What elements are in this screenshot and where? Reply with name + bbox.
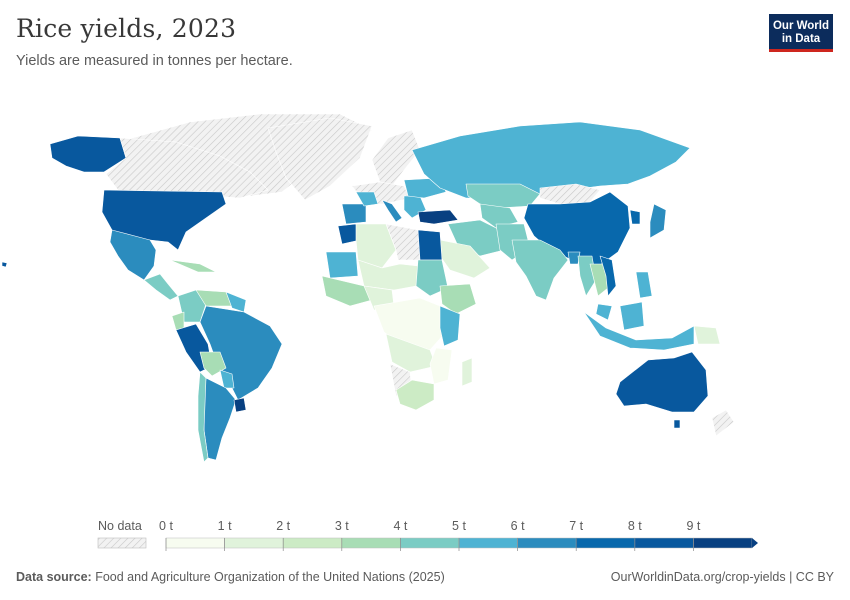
legend-bins	[165, 537, 758, 549]
legend-tick-label: 3 t	[335, 519, 349, 533]
chart-title: Rice yields, 2023	[16, 14, 237, 43]
world-map[interactable]	[0, 100, 850, 480]
region-ethiopia[interactable]	[439, 283, 477, 315]
region-mozambique[interactable]	[429, 347, 453, 385]
region-paraguay[interactable]	[219, 369, 235, 389]
region-kenya-tanzania[interactable]	[439, 305, 461, 347]
region-iberia[interactable]	[341, 203, 367, 225]
region-philippines[interactable]	[635, 271, 653, 299]
legend-arrow	[752, 538, 758, 548]
legend-tick-label: 6 t	[511, 519, 525, 533]
legend-bin-4[interactable]	[400, 537, 460, 549]
legend-no-data-swatch	[97, 537, 147, 549]
legend-tick-label: 0 t	[159, 519, 173, 533]
region-bolivia[interactable]	[199, 351, 227, 377]
region-alaska[interactable]	[49, 135, 127, 173]
region-russia[interactable]	[411, 121, 691, 199]
region-west-africa[interactable]	[321, 275, 373, 307]
region-borneo[interactable]	[619, 301, 645, 331]
region-italy[interactable]	[381, 199, 403, 223]
region-bangladesh[interactable]	[567, 251, 581, 265]
region-argentina[interactable]	[203, 377, 237, 461]
region-uruguay[interactable]	[233, 397, 247, 413]
logo-line-1: Our World	[772, 20, 829, 32]
legend-bin-9[interactable]	[693, 537, 753, 549]
footer-url-license[interactable]: OurWorldinData.org/crop-yields | CC BY	[610, 570, 834, 584]
legend-tick-label: 4 t	[393, 519, 407, 533]
owid-logo[interactable]: Our World in Data	[769, 14, 833, 52]
region-mauritania-mali[interactable]	[325, 251, 359, 279]
region-angola-zambia[interactable]	[385, 333, 437, 373]
source-text[interactable]: Food and Agriculture Organization of the…	[95, 570, 445, 584]
region-central-africa[interactable]	[373, 297, 447, 351]
region-caribbean[interactable]	[169, 259, 217, 273]
region-scandinavia[interactable]	[371, 129, 421, 187]
legend-bin-8[interactable]	[634, 537, 694, 549]
region-japan[interactable]	[649, 203, 667, 239]
source-label: Data source:	[16, 570, 92, 584]
color-legend: No data 0 t 1 t 2 t 3 t 4 t 5 t 6 t 7 t 8 t 9 t	[0, 510, 850, 560]
legend-bin-5[interactable]	[458, 537, 518, 549]
legend-bin-6[interactable]	[517, 537, 577, 549]
legend-bin-7[interactable]	[575, 537, 636, 549]
region-new-zealand[interactable]	[711, 409, 735, 437]
legend-ticks: 0 t 1 t 2 t 3 t 4 t 5 t 6 t 7 t 8 t 9 t	[159, 519, 701, 551]
region-vietnam[interactable]	[599, 255, 617, 297]
legend-tick-label: 7 t	[569, 519, 583, 533]
region-usa[interactable]	[101, 189, 227, 251]
region-libya[interactable]	[385, 223, 421, 261]
legend-bin-3[interactable]	[341, 537, 401, 549]
world-map-svg	[1, 113, 735, 463]
chart-subtitle: Yields are measured in tonnes per hectar…	[16, 53, 293, 69]
region-chile[interactable]	[197, 371, 209, 463]
legend-tick-label: 2 t	[276, 519, 290, 533]
region-southern-africa[interactable]	[395, 379, 435, 411]
legend-svg: No data 0 t 1 t 2 t 3 t 4 t 5 t 6 t 7 t 8 t 9 t	[97, 519, 758, 551]
legend-tick-label: 8 t	[628, 519, 642, 533]
region-turkey[interactable]	[417, 209, 459, 225]
legend-bin-2[interactable]	[282, 537, 343, 549]
region-kazakhstan[interactable]	[465, 183, 541, 209]
region-tasmania[interactable]	[673, 419, 681, 429]
legend-bin-1[interactable]	[224, 537, 284, 549]
footer-source: Data source: Food and Agriculture Organi…	[16, 570, 445, 584]
region-ecuador[interactable]	[171, 311, 185, 331]
region-central-america[interactable]	[143, 273, 179, 301]
region-australia[interactable]	[615, 351, 709, 413]
region-france[interactable]	[355, 191, 379, 207]
legend-no-data-label: No data	[98, 519, 142, 533]
region-greenland-main[interactable]	[267, 117, 373, 201]
region-korea[interactable]	[629, 209, 641, 225]
logo-line-2: in Data	[781, 32, 821, 45]
region-indonesia[interactable]	[583, 311, 695, 351]
region-niger-chad[interactable]	[357, 259, 419, 291]
region-india[interactable]	[511, 239, 569, 301]
region-madagascar[interactable]	[461, 357, 473, 387]
region-brazil[interactable]	[199, 305, 283, 401]
legend-tick-label: 1 t	[218, 519, 232, 533]
legend-tick-label: 5 t	[452, 519, 466, 533]
region-papua[interactable]	[693, 325, 721, 345]
legend-tick-label: 9 t	[686, 519, 700, 533]
region-egypt[interactable]	[417, 229, 443, 261]
region-hawaii[interactable]	[1, 261, 8, 268]
region-malaysia[interactable]	[595, 303, 613, 321]
legend-bin-0[interactable]	[165, 537, 225, 549]
